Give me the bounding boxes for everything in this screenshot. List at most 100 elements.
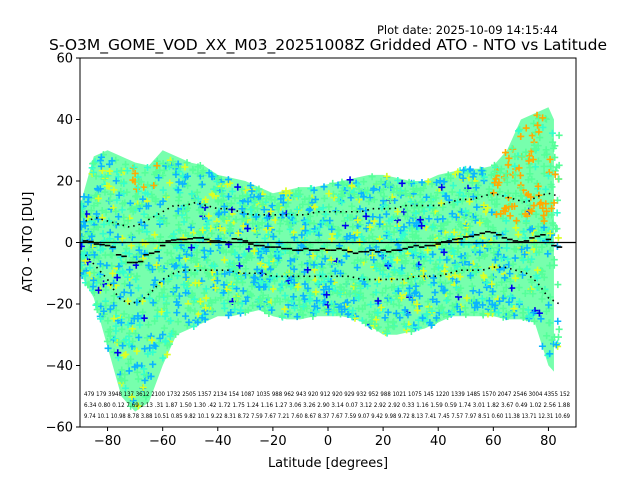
scatter-point — [149, 348, 157, 356]
scatter-point — [488, 196, 496, 204]
scatter-point — [535, 128, 543, 136]
x-tick-label: −60 — [149, 434, 176, 449]
scatter-point — [146, 344, 154, 352]
scatter-point — [427, 198, 435, 206]
scatter-point — [546, 350, 554, 358]
scatter-point — [472, 246, 480, 254]
scatter-point — [250, 273, 258, 281]
scatter-point — [278, 280, 286, 288]
scatter-point — [173, 284, 181, 292]
scatter-point — [169, 257, 177, 265]
scatter-point — [361, 301, 369, 309]
scatter-point — [275, 227, 283, 235]
scatter-point — [150, 281, 158, 289]
scatter-point — [383, 172, 391, 180]
scatter-point — [478, 167, 486, 175]
scatter-point — [415, 202, 423, 210]
scatter-point — [504, 161, 512, 169]
scatter-point — [180, 281, 188, 289]
scatter-point — [508, 202, 516, 210]
scatter-point — [432, 194, 440, 202]
scatter-point — [507, 292, 515, 300]
scatter-point — [411, 264, 419, 272]
scatter-point — [94, 194, 102, 202]
scatter-point — [456, 189, 464, 197]
scatter-point — [96, 157, 104, 165]
scatter-point — [144, 321, 152, 329]
scatter-point — [106, 160, 114, 168]
scatter-point — [182, 289, 190, 297]
scatter-point — [444, 312, 452, 320]
scatter-point — [462, 186, 470, 194]
scatter-point — [200, 246, 208, 254]
scatter-point — [530, 120, 538, 128]
scatter-point — [517, 132, 525, 140]
scatter-point — [182, 273, 190, 281]
scatter-point — [220, 289, 228, 297]
scatter-point — [182, 312, 190, 320]
scatter-point — [350, 297, 358, 305]
scatter-point — [449, 182, 457, 190]
scatter-point — [384, 260, 392, 268]
scatter-point — [179, 207, 187, 215]
scatter-point — [487, 273, 495, 281]
scatter-point — [372, 288, 380, 296]
scatter-point — [513, 218, 521, 226]
scatter-point — [256, 254, 264, 262]
scatter-point — [199, 210, 207, 218]
scatter-point — [320, 183, 328, 191]
scatter-point — [203, 220, 211, 228]
scatter-point — [122, 350, 130, 358]
scatter-point — [472, 184, 480, 192]
scatter-point — [134, 251, 142, 259]
scatter-point — [338, 187, 346, 195]
scatter-point — [130, 163, 138, 171]
scatter-point — [402, 323, 410, 331]
scatter-point — [441, 192, 449, 200]
scatter-point — [511, 153, 519, 161]
bin-stats-row2: 6.34 0.80 0.12 7.69 2.13 .31 1.87 1.50 1… — [84, 402, 570, 409]
scatter-point — [182, 255, 190, 263]
scatter-point — [503, 178, 511, 186]
scatter-point — [539, 123, 547, 131]
scatter-point — [370, 196, 378, 204]
scatter-point — [207, 247, 215, 255]
scatter-point — [153, 162, 161, 170]
scatter-point — [262, 247, 270, 255]
scatter-point — [418, 222, 426, 230]
scatter-point — [86, 245, 94, 253]
scatter-point — [409, 214, 417, 222]
scatter-point — [175, 221, 183, 229]
scatter-point — [121, 371, 129, 379]
scatter-point — [475, 288, 483, 296]
scatter-point — [368, 173, 376, 181]
scatter-point — [518, 196, 526, 204]
scatter-point — [234, 183, 242, 191]
scatter-point — [471, 216, 479, 224]
scatter-point — [92, 301, 100, 309]
scatter-point — [236, 228, 244, 236]
scatter-point — [295, 296, 303, 304]
scatter-point — [448, 210, 456, 218]
scatter-point — [522, 124, 530, 132]
scatter-point — [226, 221, 234, 229]
scatter-point — [470, 187, 478, 195]
scatter-point — [440, 248, 448, 256]
scatter-point — [346, 176, 354, 184]
scatter-point — [255, 185, 263, 193]
scatter-point — [301, 195, 309, 203]
scatter-point — [355, 185, 363, 193]
scatter-point — [482, 208, 490, 216]
scatter-point — [338, 308, 346, 316]
bin-stats-row1: 479 179 3948 137 3612 2100 1732 2505 135… — [84, 391, 570, 398]
scatter-point — [202, 196, 210, 204]
scatter-point — [534, 121, 542, 129]
scatter-point — [465, 265, 473, 273]
scatter-point — [289, 247, 297, 255]
scatter-point — [320, 286, 328, 294]
scatter-point — [461, 304, 469, 312]
scatter-point — [100, 307, 108, 315]
scatter-point — [305, 194, 313, 202]
scatter-point — [484, 218, 492, 226]
scatter-point — [534, 182, 542, 190]
